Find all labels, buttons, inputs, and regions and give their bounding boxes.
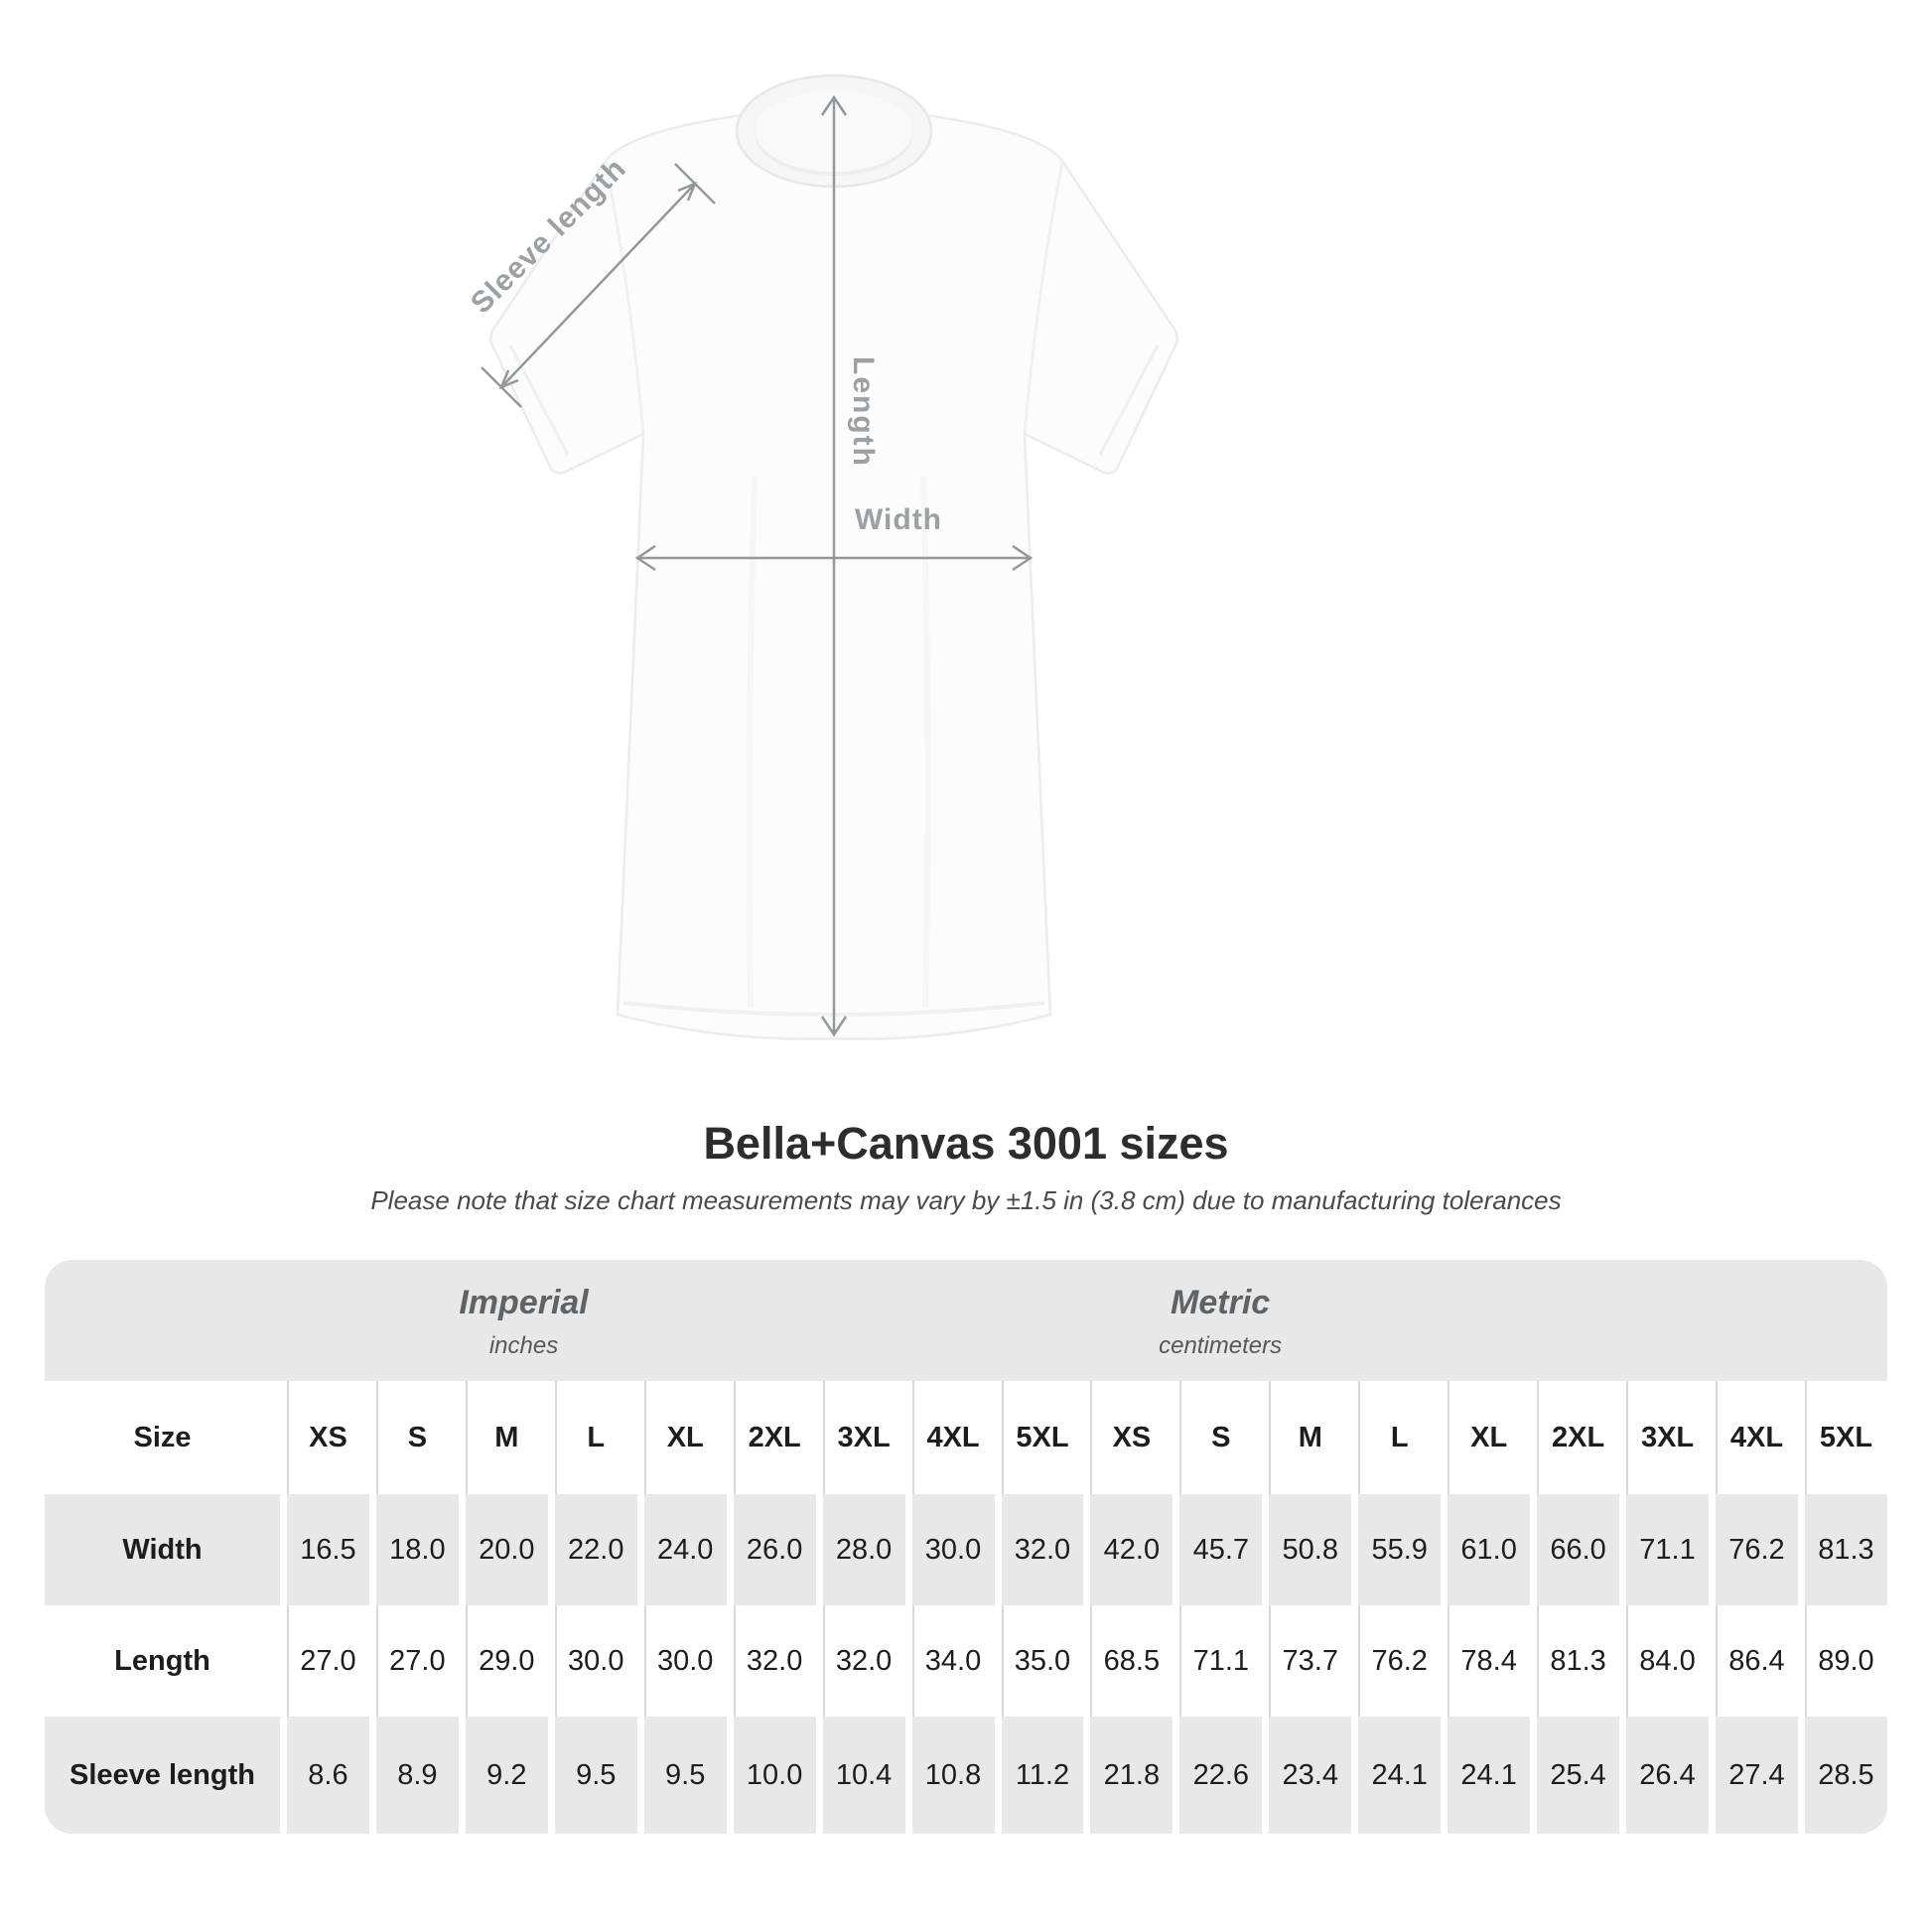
tshirt-measurement-diagram: Sleeve length Length Width — [465, 73, 1178, 1040]
table-cell: 32.0 — [994, 1494, 1084, 1605]
imperial-title: Imperial — [459, 1284, 589, 1321]
size-col-header: M — [458, 1381, 548, 1494]
size-col-header: 2XL — [726, 1381, 816, 1494]
table-cell: 10.8 — [904, 1717, 995, 1834]
table-cell: 30.0 — [636, 1605, 727, 1717]
width-row: Width 16.5 18.0 20.0 22.0 24.0 26.0 28.0… — [45, 1494, 1887, 1605]
width-arrow — [634, 544, 1034, 572]
size-col-header: L — [547, 1381, 637, 1494]
table-cell: 23.4 — [1262, 1717, 1352, 1834]
table-cell: 32.0 — [726, 1605, 816, 1717]
table-cell: 71.1 — [1173, 1605, 1263, 1717]
width-label: Width — [854, 503, 943, 536]
sleeve-length-arrow — [481, 163, 716, 408]
table-cell: 61.0 — [1441, 1494, 1531, 1605]
row-label: Sleeve length — [45, 1717, 280, 1834]
length-row: Length 27.0 27.0 29.0 30.0 30.0 32.0 32.… — [45, 1605, 1887, 1717]
size-col-header: 5XL — [994, 1381, 1084, 1494]
table-cell: 21.8 — [1083, 1717, 1173, 1834]
row-label: Length — [45, 1605, 280, 1717]
table-cell: 8.6 — [280, 1717, 369, 1834]
table-cell: 10.4 — [815, 1717, 905, 1834]
unit-header-metric: Metric centimeters — [1159, 1284, 1282, 1360]
table-cell: 25.4 — [1530, 1717, 1620, 1834]
table-cell: 27.0 — [368, 1605, 459, 1717]
size-col-header: S — [368, 1381, 459, 1494]
table-cell: 24.1 — [1351, 1717, 1442, 1834]
size-header-label: Size — [45, 1381, 280, 1494]
table-cell: 8.9 — [368, 1717, 459, 1834]
unit-header-imperial: Imperial inches — [459, 1284, 588, 1360]
table-cell: 89.0 — [1797, 1605, 1887, 1717]
table-cell: 81.3 — [1797, 1494, 1887, 1605]
table-cell: 24.1 — [1441, 1717, 1531, 1834]
size-col-header: 4XL — [904, 1381, 995, 1494]
table-cell: 30.0 — [904, 1494, 995, 1605]
table-cell: 9.5 — [636, 1717, 727, 1834]
table-cell: 26.0 — [726, 1494, 816, 1605]
page-subtitle: Please note that size chart measurements… — [370, 1185, 1562, 1215]
tshirt-image — [481, 73, 1178, 1040]
size-table: Size XS S M L XL 2XL 3XL 4XL 5XL XS S M … — [45, 1381, 1887, 1834]
table-cell: 16.5 — [280, 1494, 369, 1605]
units-band: Imperial inches Metric centimeters — [45, 1260, 1887, 1381]
table-cell: 9.5 — [547, 1717, 637, 1834]
table-cell: 45.7 — [1173, 1494, 1263, 1605]
size-col-header: XL — [636, 1381, 727, 1494]
size-col-header: 3XL — [815, 1381, 905, 1494]
length-arrow — [820, 94, 848, 1037]
table-cell: 22.6 — [1173, 1717, 1263, 1834]
table-cell: 18.0 — [368, 1494, 459, 1605]
table-cell: 84.0 — [1619, 1605, 1709, 1717]
page-title: Bella+Canvas 3001 sizes — [703, 1118, 1229, 1169]
table-cell: 50.8 — [1262, 1494, 1352, 1605]
size-col-header: 2XL — [1530, 1381, 1620, 1494]
table-cell: 34.0 — [904, 1605, 995, 1717]
table-cell: 11.2 — [994, 1717, 1084, 1834]
length-label: Length — [847, 356, 880, 468]
size-col-header: 3XL — [1619, 1381, 1709, 1494]
table-cell: 42.0 — [1083, 1494, 1173, 1605]
size-chart-card: Imperial inches Metric centimeters Size … — [45, 1260, 1887, 1834]
size-header-row: Size XS S M L XL 2XL 3XL 4XL 5XL XS S M … — [45, 1381, 1887, 1494]
table-cell: 73.7 — [1262, 1605, 1352, 1717]
size-col-header: 5XL — [1797, 1381, 1887, 1494]
table-cell: 78.4 — [1441, 1605, 1531, 1717]
table-cell: 29.0 — [458, 1605, 548, 1717]
table-cell: 22.0 — [547, 1494, 637, 1605]
size-col-header: L — [1351, 1381, 1442, 1494]
table-cell: 27.0 — [280, 1605, 369, 1717]
table-cell: 10.0 — [726, 1717, 816, 1834]
table-cell: 28.0 — [815, 1494, 905, 1605]
table-cell: 20.0 — [458, 1494, 548, 1605]
table-cell: 28.5 — [1797, 1717, 1887, 1834]
table-cell: 9.2 — [458, 1717, 548, 1834]
table-cell: 32.0 — [815, 1605, 905, 1717]
metric-unit: centimeters — [1159, 1332, 1283, 1359]
table-cell: 26.4 — [1619, 1717, 1709, 1834]
table-cell: 86.4 — [1709, 1605, 1798, 1717]
row-label: Width — [45, 1494, 280, 1605]
size-col-header: XS — [280, 1381, 369, 1494]
table-cell: 27.4 — [1709, 1717, 1798, 1834]
table-cell: 71.1 — [1619, 1494, 1709, 1605]
metric-title: Metric — [1171, 1284, 1271, 1321]
size-col-header: S — [1173, 1381, 1263, 1494]
imperial-unit: inches — [488, 1332, 559, 1359]
sleeve-length-row: Sleeve length 8.6 8.9 9.2 9.5 9.5 10.0 1… — [45, 1717, 1887, 1834]
size-col-header: XS — [1083, 1381, 1173, 1494]
size-col-header: XL — [1441, 1381, 1531, 1494]
table-cell: 35.0 — [994, 1605, 1084, 1717]
table-cell: 76.2 — [1351, 1605, 1442, 1717]
table-cell: 30.0 — [547, 1605, 637, 1717]
table-cell: 76.2 — [1709, 1494, 1798, 1605]
table-cell: 81.3 — [1530, 1605, 1620, 1717]
table-cell: 24.0 — [636, 1494, 727, 1605]
size-col-header: M — [1262, 1381, 1352, 1494]
table-cell: 55.9 — [1351, 1494, 1442, 1605]
table-cell: 68.5 — [1083, 1605, 1173, 1717]
size-col-header: 4XL — [1709, 1381, 1798, 1494]
table-cell: 66.0 — [1530, 1494, 1620, 1605]
